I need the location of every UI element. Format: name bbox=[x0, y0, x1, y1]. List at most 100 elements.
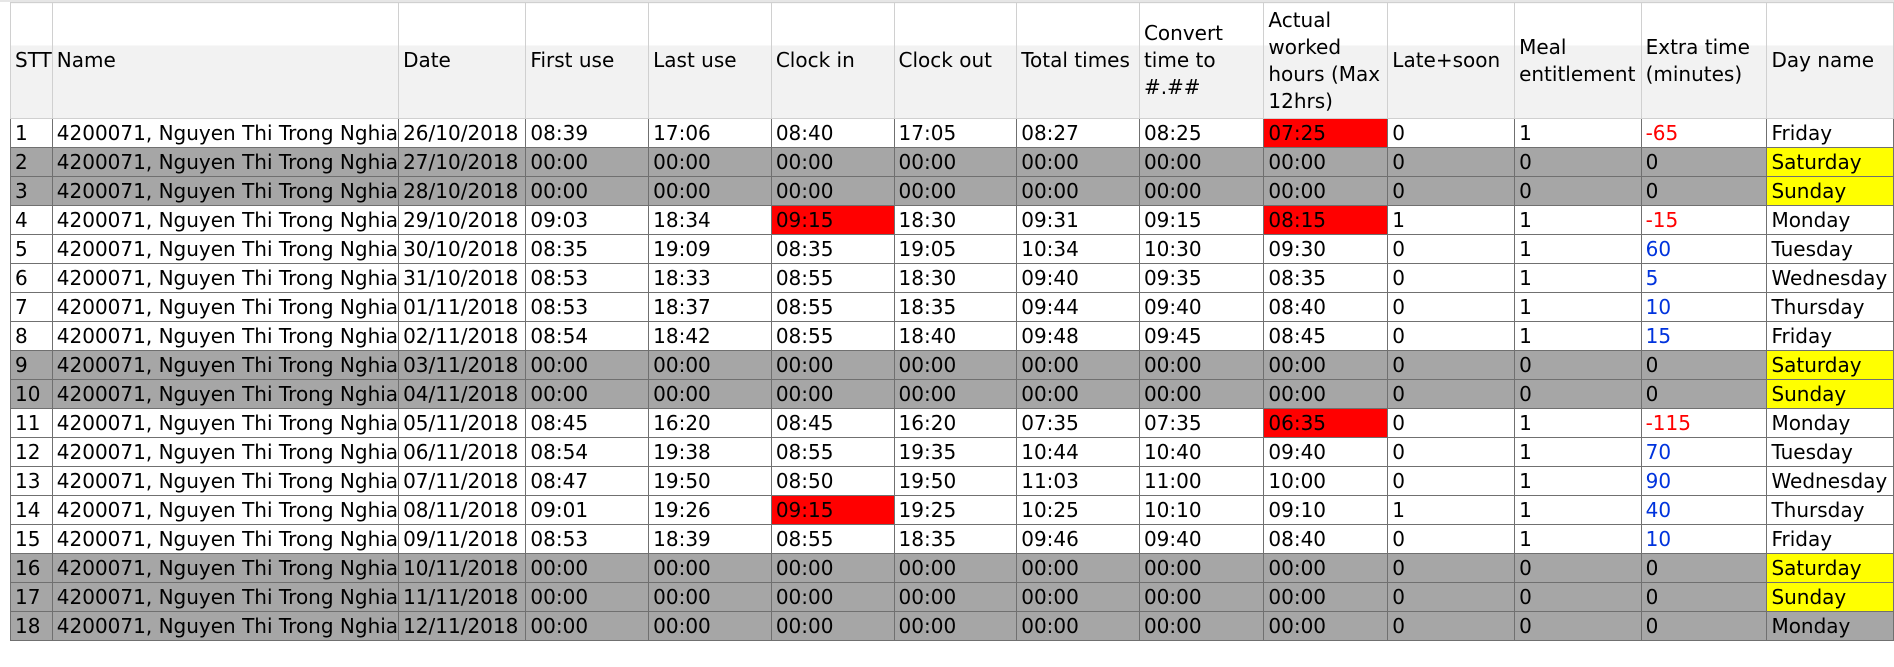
cell-convert-time[interactable]: 11:00 bbox=[1138, 466, 1265, 496]
cell-actual-worked-hours[interactable]: 08:35 bbox=[1263, 263, 1389, 293]
cell-total-times[interactable]: 00:00 bbox=[1016, 176, 1140, 206]
cell-total-times[interactable]: 00:00 bbox=[1016, 553, 1140, 583]
cell-late-soon[interactable]: 1 bbox=[1387, 495, 1516, 525]
cell-name[interactable]: 4200071, Nguyen Thi Trong Nghia bbox=[51, 234, 400, 264]
cell-clock-in[interactable]: 08:50 bbox=[770, 466, 895, 496]
cell-clock-in[interactable]: 00:00 bbox=[770, 350, 895, 380]
cell-day-name[interactable]: Friday bbox=[1766, 118, 1894, 148]
cell-late-soon[interactable]: 0 bbox=[1387, 611, 1516, 641]
cell-extra-time[interactable]: 10 bbox=[1640, 524, 1768, 554]
cell-first-use[interactable]: 08:54 bbox=[525, 321, 650, 351]
cell-total-times[interactable]: 09:31 bbox=[1016, 205, 1140, 235]
column-header-clock-in[interactable]: Clock in bbox=[770, 2, 895, 119]
cell-convert-time[interactable]: 00:00 bbox=[1138, 147, 1265, 177]
cell-convert-time[interactable]: 09:35 bbox=[1138, 263, 1265, 293]
cell-total-times[interactable]: 09:44 bbox=[1016, 292, 1140, 322]
cell-date[interactable]: 06/11/2018 bbox=[398, 437, 527, 467]
cell-convert-time[interactable]: 00:00 bbox=[1138, 611, 1265, 641]
cell-clock-in[interactable]: 09:15 bbox=[770, 205, 895, 235]
cell-convert-time[interactable]: 00:00 bbox=[1138, 379, 1265, 409]
cell-meal-entitlement[interactable]: 0 bbox=[1514, 350, 1642, 380]
cell-stt[interactable]: 13 bbox=[10, 466, 53, 496]
cell-first-use[interactable]: 00:00 bbox=[525, 611, 650, 641]
cell-date[interactable]: 10/11/2018 bbox=[398, 553, 527, 583]
column-header-last-use[interactable]: Last use bbox=[648, 2, 772, 119]
cell-day-name[interactable]: Sunday bbox=[1766, 582, 1894, 612]
cell-late-soon[interactable]: 0 bbox=[1387, 292, 1516, 322]
cell-date[interactable]: 09/11/2018 bbox=[398, 524, 527, 554]
cell-day-name[interactable]: Friday bbox=[1766, 321, 1894, 351]
cell-convert-time[interactable]: 00:00 bbox=[1138, 582, 1265, 612]
cell-name[interactable]: 4200071, Nguyen Thi Trong Nghia bbox=[51, 118, 400, 148]
cell-total-times[interactable]: 10:44 bbox=[1016, 437, 1140, 467]
cell-meal-entitlement[interactable]: 1 bbox=[1514, 408, 1642, 438]
cell-stt[interactable]: 2 bbox=[10, 147, 53, 177]
cell-total-times[interactable]: 00:00 bbox=[1016, 379, 1140, 409]
cell-clock-out[interactable]: 00:00 bbox=[893, 582, 1018, 612]
cell-clock-in[interactable]: 08:55 bbox=[770, 263, 895, 293]
cell-date[interactable]: 29/10/2018 bbox=[398, 205, 527, 235]
cell-extra-time[interactable]: 0 bbox=[1640, 176, 1768, 206]
cell-date[interactable]: 28/10/2018 bbox=[398, 176, 527, 206]
cell-actual-worked-hours[interactable]: 10:00 bbox=[1263, 466, 1389, 496]
cell-name[interactable]: 4200071, Nguyen Thi Trong Nghia bbox=[51, 379, 400, 409]
cell-extra-time[interactable]: 0 bbox=[1640, 553, 1768, 583]
cell-name[interactable]: 4200071, Nguyen Thi Trong Nghia bbox=[51, 553, 400, 583]
cell-total-times[interactable]: 09:48 bbox=[1016, 321, 1140, 351]
cell-date[interactable]: 30/10/2018 bbox=[398, 234, 527, 264]
cell-clock-out[interactable]: 19:05 bbox=[893, 234, 1018, 264]
cell-first-use[interactable]: 00:00 bbox=[525, 582, 650, 612]
cell-day-name[interactable]: Wednesday bbox=[1766, 466, 1894, 496]
cell-extra-time[interactable]: 70 bbox=[1640, 437, 1768, 467]
cell-actual-worked-hours[interactable]: 07:25 bbox=[1263, 118, 1389, 148]
cell-day-name[interactable]: Thursday bbox=[1766, 292, 1894, 322]
cell-stt[interactable]: 15 bbox=[10, 524, 53, 554]
cell-late-soon[interactable]: 0 bbox=[1387, 321, 1516, 351]
cell-late-soon[interactable]: 0 bbox=[1387, 147, 1516, 177]
cell-date[interactable]: 27/10/2018 bbox=[398, 147, 527, 177]
cell-convert-time[interactable]: 09:40 bbox=[1138, 292, 1265, 322]
cell-extra-time[interactable]: 60 bbox=[1640, 234, 1768, 264]
cell-stt[interactable]: 11 bbox=[10, 408, 53, 438]
cell-last-use[interactable]: 00:00 bbox=[648, 147, 772, 177]
cell-name[interactable]: 4200071, Nguyen Thi Trong Nghia bbox=[51, 466, 400, 496]
cell-day-name[interactable]: Sunday bbox=[1766, 379, 1894, 409]
column-header-late-soon[interactable]: Late+soon bbox=[1387, 2, 1516, 119]
cell-first-use[interactable]: 08:54 bbox=[525, 437, 650, 467]
cell-extra-time[interactable]: -115 bbox=[1640, 408, 1768, 438]
cell-clock-out[interactable]: 16:20 bbox=[893, 408, 1018, 438]
cell-date[interactable]: 26/10/2018 bbox=[398, 118, 527, 148]
cell-clock-out[interactable]: 18:30 bbox=[893, 205, 1018, 235]
cell-actual-worked-hours[interactable]: 00:00 bbox=[1263, 553, 1389, 583]
cell-date[interactable]: 11/11/2018 bbox=[398, 582, 527, 612]
cell-last-use[interactable]: 18:37 bbox=[648, 292, 772, 322]
cell-name[interactable]: 4200071, Nguyen Thi Trong Nghia bbox=[51, 408, 400, 438]
cell-name[interactable]: 4200071, Nguyen Thi Trong Nghia bbox=[51, 611, 400, 641]
cell-day-name[interactable]: Tuesday bbox=[1766, 234, 1894, 264]
cell-clock-out[interactable]: 00:00 bbox=[893, 176, 1018, 206]
cell-last-use[interactable]: 19:26 bbox=[648, 495, 772, 525]
cell-stt[interactable]: 17 bbox=[10, 582, 53, 612]
column-header-day-name[interactable]: Day name bbox=[1766, 2, 1894, 119]
cell-extra-time[interactable]: 40 bbox=[1640, 495, 1768, 525]
cell-first-use[interactable]: 09:03 bbox=[525, 205, 650, 235]
cell-clock-in[interactable]: 00:00 bbox=[770, 379, 895, 409]
cell-stt[interactable]: 12 bbox=[10, 437, 53, 467]
cell-total-times[interactable]: 11:03 bbox=[1016, 466, 1140, 496]
cell-clock-out[interactable]: 19:25 bbox=[893, 495, 1018, 525]
cell-clock-out[interactable]: 00:00 bbox=[893, 553, 1018, 583]
cell-convert-time[interactable]: 09:15 bbox=[1138, 205, 1265, 235]
cell-late-soon[interactable]: 0 bbox=[1387, 466, 1516, 496]
column-header-actual-worked-hours[interactable]: Actual worked hours (Max 12hrs) bbox=[1263, 2, 1389, 119]
cell-clock-out[interactable]: 00:00 bbox=[893, 350, 1018, 380]
cell-convert-time[interactable]: 00:00 bbox=[1138, 553, 1265, 583]
cell-clock-in[interactable]: 08:40 bbox=[770, 118, 895, 148]
cell-convert-time[interactable]: 08:25 bbox=[1138, 118, 1265, 148]
cell-name[interactable]: 4200071, Nguyen Thi Trong Nghia bbox=[51, 350, 400, 380]
cell-stt[interactable]: 7 bbox=[10, 292, 53, 322]
cell-name[interactable]: 4200071, Nguyen Thi Trong Nghia bbox=[51, 263, 400, 293]
cell-last-use[interactable]: 18:42 bbox=[648, 321, 772, 351]
column-header-total-times[interactable]: Total times bbox=[1016, 2, 1140, 119]
cell-name[interactable]: 4200071, Nguyen Thi Trong Nghia bbox=[51, 205, 400, 235]
cell-convert-time[interactable]: 00:00 bbox=[1138, 176, 1265, 206]
